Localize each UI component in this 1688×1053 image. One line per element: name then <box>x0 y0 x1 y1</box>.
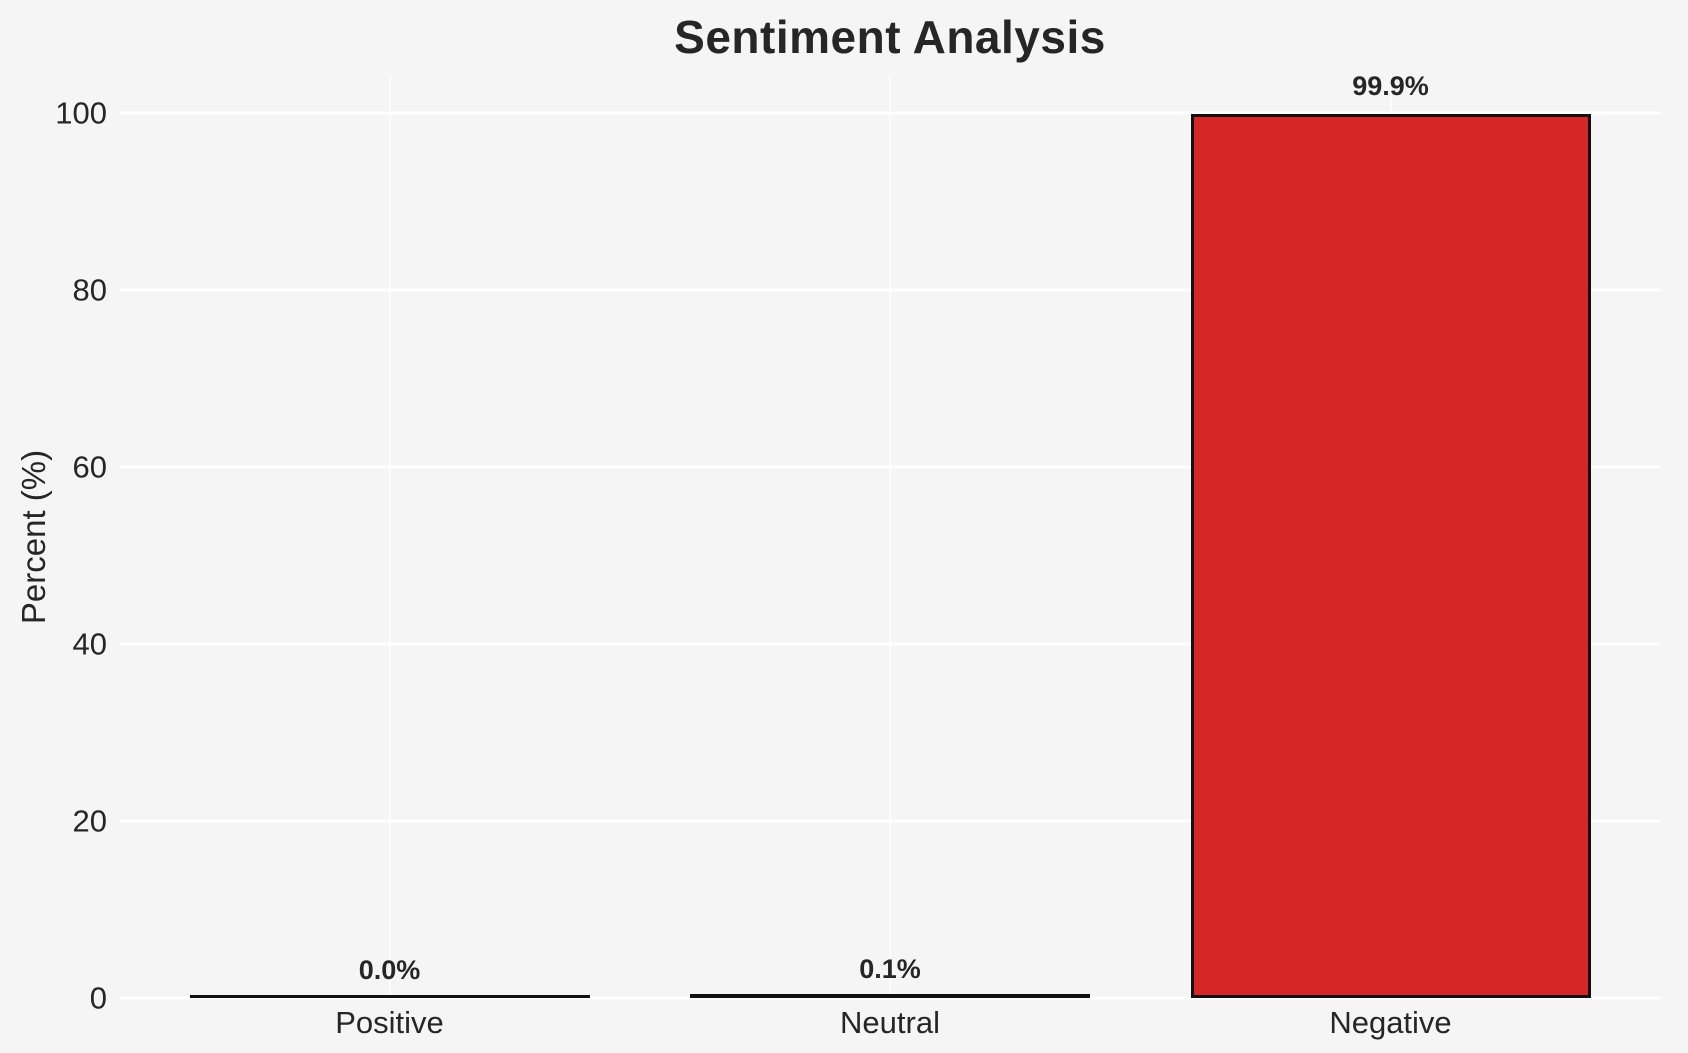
y-tick-label: 40 <box>72 626 107 662</box>
horizontal-gridline <box>120 111 1660 115</box>
chart-title: Sentiment Analysis <box>674 11 1106 63</box>
x-tick-label-neutral: Neutral <box>840 1005 940 1040</box>
bar-value-label: 0.1% <box>859 954 921 985</box>
y-tick-label: 0 <box>89 980 107 1016</box>
x-tick-label-negative: Negative <box>1329 1005 1452 1040</box>
x-tick-label-positive: Positive <box>335 1005 444 1040</box>
y-axis-label: Percent (%) <box>15 449 52 625</box>
vertical-gridline <box>889 75 891 998</box>
bar-value-label: 0.0% <box>358 955 421 985</box>
horizontal-gridline <box>120 642 1660 646</box>
horizontal-gridline <box>120 996 1660 1000</box>
y-tick-label: 60 <box>72 449 107 485</box>
horizontal-gridline <box>120 465 1660 469</box>
y-tick-label: 20 <box>72 803 107 839</box>
horizontal-gridline <box>120 288 1660 292</box>
bar-negative <box>1190 114 1591 998</box>
bar-value-label: 99.9% <box>1352 70 1429 101</box>
plot-area: 0 20 40 60 80 100 0.0% Positive 0.1% Neutral 99.9%… <box>55 71 1660 1040</box>
bar-neutral <box>690 994 1090 998</box>
vertical-gridline <box>388 75 391 998</box>
y-tick-label: 100 <box>55 95 107 131</box>
horizontal-gridline <box>120 819 1660 823</box>
bar-positive <box>189 995 590 998</box>
y-tick-label: 80 <box>72 272 107 308</box>
